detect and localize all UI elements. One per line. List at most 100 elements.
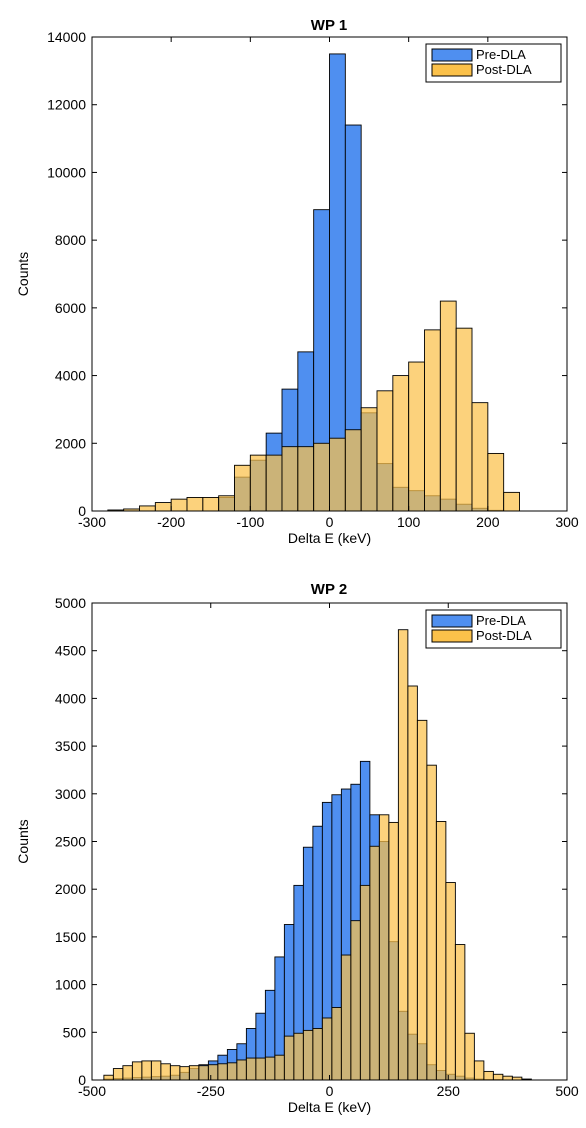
y-tick-label: 1500	[55, 929, 86, 945]
bar-post-dla-24	[487, 452, 505, 512]
bar-post-dla-28	[369, 845, 380, 1081]
y-tick-label: 2000	[55, 881, 86, 897]
bar-post-dla-17	[376, 390, 394, 512]
x-tick-label: 100	[397, 514, 421, 530]
bar-post-dla-6	[160, 1063, 171, 1081]
chart-title: WP 2	[311, 581, 347, 598]
x-axis-label: Delta E (keV)	[288, 530, 371, 546]
bar-post-dla-35	[435, 821, 447, 1081]
bar-post-dla-21	[302, 1029, 314, 1081]
bar-post-dla-2	[122, 1065, 133, 1081]
chart-wp1: WP 1 -300 -200 -100 0 100 200 300 0 2000 4000 6000…	[15, 17, 579, 546]
bar-post-dla-41	[492, 1073, 504, 1081]
bar-post-dla-25	[503, 491, 520, 512]
bar-post-dla-11	[207, 1064, 219, 1081]
bar-post-dla-20	[424, 329, 441, 512]
y-tick-label: 2000	[55, 435, 86, 451]
y-tick-label: 0	[78, 503, 86, 519]
legend: Pre-DLA Post-DLA	[425, 609, 562, 649]
legend-swatch-pre-dla	[431, 48, 473, 62]
bar-post-dla-26	[350, 920, 361, 1081]
bar-post-dla-42	[502, 1075, 513, 1081]
y-tick-label: 6000	[55, 300, 86, 316]
bar-post-dla-7	[169, 1065, 181, 1081]
chart-title: WP 1	[311, 17, 347, 34]
bar-post-dla-19	[283, 1035, 295, 1081]
bar-post-dla-24	[331, 1007, 342, 1081]
x-tick-label: -200	[157, 514, 185, 530]
legend-label-post-dla: Post-DLA	[476, 628, 532, 643]
x-tick-label: 300	[555, 514, 579, 530]
bar-post-dla-11	[281, 446, 299, 512]
bar-post-dla-23	[321, 1017, 333, 1081]
bar-post-dla-18	[392, 375, 410, 512]
bar-post-dla-22	[312, 1028, 323, 1081]
bar-post-dla-4	[170, 498, 188, 512]
bar-post-dla-4	[141, 1060, 152, 1081]
x-axis-label: Delta E (keV)	[288, 1099, 371, 1115]
ticks: -500 -250 0 250 5000500100015002000250030003…	[55, 595, 579, 1099]
y-tick-label: 4000	[55, 368, 86, 384]
bar-post-dla-5	[186, 497, 204, 512]
x-tick-label: 250	[437, 1083, 461, 1099]
bar-post-dla-33	[416, 719, 428, 1081]
bar-post-dla-16	[360, 407, 378, 512]
y-tick-label: 1000	[55, 977, 86, 993]
chart-wp2: WP 2 -500 -250 0 250 50005001000150020002500…	[15, 581, 579, 1115]
legend-label-pre-dla: Pre-DLA	[476, 613, 526, 628]
legend-swatch-post-dla	[431, 63, 473, 77]
x-tick-label: 0	[326, 514, 334, 530]
legend-label-pre-dla: Pre-DLA	[476, 47, 526, 62]
legend-swatch-post-dla	[431, 629, 473, 643]
bar-post-dla-13	[313, 442, 330, 512]
legend-swatch-pre-dla	[431, 614, 473, 628]
y-tick-label: 4000	[55, 690, 86, 706]
bar-post-dla-15	[245, 1057, 257, 1081]
x-tick-label: -300	[78, 514, 106, 530]
bar-post-dla-27	[359, 884, 371, 1081]
bar-post-dla-29	[378, 814, 390, 1081]
x-tick-label: 500	[555, 1083, 579, 1099]
x-tick-label: -100	[236, 514, 264, 530]
bar-post-dla-7	[218, 495, 235, 512]
bar-post-dla-20	[293, 1032, 304, 1081]
x-tick-label: -500	[78, 1083, 106, 1099]
bar-post-dla-2	[139, 505, 156, 512]
y-tick-label: 500	[63, 1024, 87, 1040]
bar-post-dla-18	[274, 1054, 285, 1081]
x-tick-label: 200	[476, 514, 500, 530]
bar-post-dla-36	[445, 882, 456, 1081]
bar-post-dla-23	[471, 402, 489, 512]
x-tick-label: 0	[326, 1083, 334, 1099]
ticks: -300 -200 -100 0 100 200 300 0 2000 4000 6000 8000 1…	[47, 29, 579, 530]
bar-post-dla-9	[249, 454, 267, 512]
y-tick-label: 5000	[55, 595, 86, 611]
bar-post-dla-1	[112, 1068, 124, 1081]
bar-post-dla-9	[188, 1065, 200, 1081]
bar-post-dla-10	[198, 1065, 209, 1081]
y-axis-label: Counts	[15, 252, 31, 296]
x-tick-label: -250	[197, 1083, 225, 1099]
bar-post-dla-3	[131, 1061, 143, 1081]
bar-post-dla-16	[255, 1057, 266, 1081]
y-tick-label: 10000	[47, 164, 86, 180]
legend-label-post-dla: Post-DLA	[476, 62, 532, 77]
bars	[107, 53, 520, 512]
bar-post-dla-38	[464, 1032, 475, 1081]
bars	[103, 629, 532, 1081]
y-axis-label: Counts	[15, 819, 31, 863]
bar-post-dla-40	[483, 1070, 494, 1081]
y-tick-label: 14000	[47, 29, 86, 45]
bar-post-dla-12	[217, 1063, 228, 1081]
bar-post-dla-25	[340, 954, 352, 1081]
bar-post-dla-32	[407, 685, 418, 1081]
bar-post-dla-37	[454, 944, 466, 1081]
bar-post-dla-15	[344, 429, 362, 512]
bar-post-dla-6	[202, 497, 220, 512]
bar-post-dla-19	[408, 361, 425, 512]
bar-post-dla-14	[329, 437, 346, 512]
y-tick-label: 0	[78, 1072, 86, 1088]
y-tick-label: 12000	[47, 97, 86, 113]
bar-post-dla-8	[179, 1066, 190, 1081]
